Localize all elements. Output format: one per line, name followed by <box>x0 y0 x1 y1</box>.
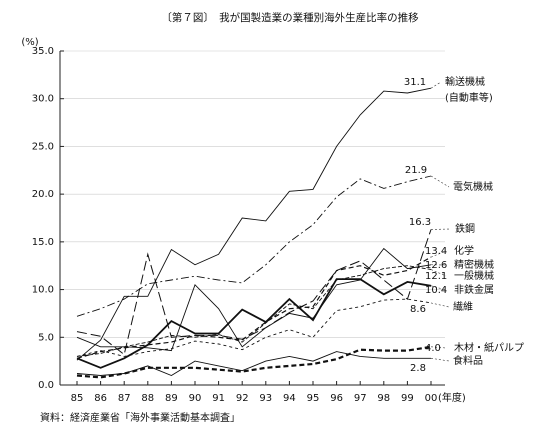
x-tick-label: 92 <box>236 393 249 404</box>
legend-label: 化学 <box>454 244 474 257</box>
value-label: 10.4 <box>425 285 447 296</box>
series-line <box>76 298 432 357</box>
value-label: 12.1 <box>425 271 447 282</box>
legend-sublabel: (自動車等) <box>445 91 493 104</box>
leader-line <box>430 346 447 349</box>
x-tick-label: 97 <box>354 393 367 404</box>
x-unit: (年度) <box>438 391 466 404</box>
legend-label: 電気機械 <box>453 180 493 193</box>
leader-line <box>430 269 447 277</box>
series-line <box>76 247 432 352</box>
series-line <box>76 278 432 369</box>
x-tick-label: 91 <box>212 393 225 404</box>
series-line <box>76 175 432 317</box>
y-unit: (%) <box>21 37 38 48</box>
series-line <box>76 87 432 361</box>
y-tick-label: 30.0 <box>32 94 54 105</box>
chart-title: 〔第７図〕 我が国製造業の業種別海外生産比率の推移 <box>161 11 419 24</box>
value-label: 4.0 <box>425 343 441 354</box>
value-label: 16.3 <box>409 217 431 228</box>
y-tick-label: 20.0 <box>32 189 54 200</box>
legend-label: 木材・紙パルプ <box>454 341 524 354</box>
x-tick-label: 85 <box>71 393 84 404</box>
leader-line <box>430 357 450 362</box>
series-line <box>76 265 432 357</box>
y-tick-label: 0.0 <box>38 380 54 391</box>
y-tick-label: 10.0 <box>32 285 54 296</box>
series-line <box>76 229 432 356</box>
x-tick-label: 93 <box>259 393 272 404</box>
y-tick-label: 35.0 <box>32 46 54 57</box>
x-tick-label: 86 <box>94 393 107 404</box>
y-tick-label: 25.0 <box>32 141 54 152</box>
series-line <box>76 345 432 379</box>
legend-label: 一般機械 <box>454 269 494 282</box>
x-tick-label: 99 <box>401 393 414 404</box>
series-line <box>76 256 432 359</box>
leader-line <box>430 81 442 89</box>
legend-label: 食料品 <box>453 354 483 367</box>
legend-label: 繊維 <box>453 300 473 313</box>
x-tick-label: 95 <box>307 393 320 404</box>
value-label: 12.6 <box>425 260 447 271</box>
leader-line <box>430 302 450 308</box>
source: 資料：経済産業省「海外事業活動基本調査」 <box>40 411 240 424</box>
value-label: 21.9 <box>405 165 427 176</box>
x-tick-label: 88 <box>141 393 154 404</box>
x-tick-label: 90 <box>189 393 202 404</box>
x-tick-label: 89 <box>165 393 178 404</box>
x-tick-label: 96 <box>330 393 343 404</box>
series-line <box>76 351 431 377</box>
x-tick-label: 94 <box>283 393 296 404</box>
legend-label: 鉄鋼 <box>455 222 475 235</box>
x-tick-label: 98 <box>377 393 390 404</box>
y-tick-label: 15.0 <box>32 237 54 248</box>
value-label: 13.4 <box>425 246 447 257</box>
value-label: 8.6 <box>410 304 426 315</box>
x-tick-label: 87 <box>118 393 131 404</box>
legend-label: 輸送機械 <box>445 75 485 88</box>
x-tick-label: 00 <box>425 393 438 404</box>
leader-line <box>430 175 450 188</box>
y-tick-label: 5.0 <box>38 332 54 343</box>
value-label: 31.1 <box>404 77 426 88</box>
legend-label: 非鉄金属 <box>454 283 494 296</box>
leader-line <box>430 250 447 258</box>
value-label: 2.8 <box>410 363 426 374</box>
legend-label: 精密機械 <box>454 258 494 271</box>
leader-line <box>430 285 447 291</box>
